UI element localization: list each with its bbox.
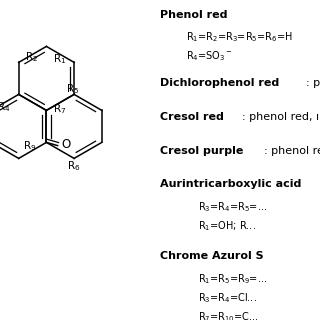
Text: : ph: : ph (306, 78, 320, 88)
Text: Phenol red: Phenol red (160, 10, 228, 20)
Text: R$_{4}$: R$_{4}$ (0, 100, 10, 114)
Text: R$_1$=R$_5$=R$_9$=...: R$_1$=R$_5$=R$_9$=... (198, 272, 268, 286)
Text: R$_{9}$: R$_{9}$ (23, 139, 37, 153)
Text: O: O (61, 139, 71, 151)
Text: R$_4$=SO$_3$$^-$: R$_4$=SO$_3$$^-$ (186, 50, 232, 63)
Text: R$_1$=R$_2$=R$_3$=R$_5$=R$_6$=H: R$_1$=R$_2$=R$_3$=R$_5$=R$_6$=H (186, 30, 292, 44)
Text: Dichlorophenol red: Dichlorophenol red (160, 78, 279, 88)
Text: R$_{6}$: R$_{6}$ (68, 159, 81, 173)
Text: R$_1$=OH; R...: R$_1$=OH; R... (198, 219, 256, 233)
Text: Chrome Azurol S: Chrome Azurol S (160, 251, 264, 261)
Text: R$_{5}$: R$_{5}$ (66, 82, 79, 96)
Text: Cresol red: Cresol red (160, 112, 224, 122)
Text: : phenol red, ı: : phenol red, ı (242, 112, 319, 122)
Text: R$_{2}$: R$_{2}$ (25, 51, 38, 65)
Text: Cresol purple: Cresol purple (160, 146, 244, 156)
Text: : phenol re: : phenol re (264, 146, 320, 156)
Text: R$_3$=R$_4$=R$_5$=...: R$_3$=R$_4$=R$_5$=... (198, 200, 268, 214)
Text: R$_{7}$: R$_{7}$ (53, 102, 67, 116)
Text: Aurintricarboxylic acid: Aurintricarboxylic acid (160, 179, 301, 189)
Text: R$_3$=R$_4$=Cl...: R$_3$=R$_4$=Cl... (198, 291, 258, 305)
Text: R$_{1}$: R$_{1}$ (53, 52, 66, 66)
Text: R$_7$=R$_{10}$=C...: R$_7$=R$_{10}$=C... (198, 310, 259, 320)
